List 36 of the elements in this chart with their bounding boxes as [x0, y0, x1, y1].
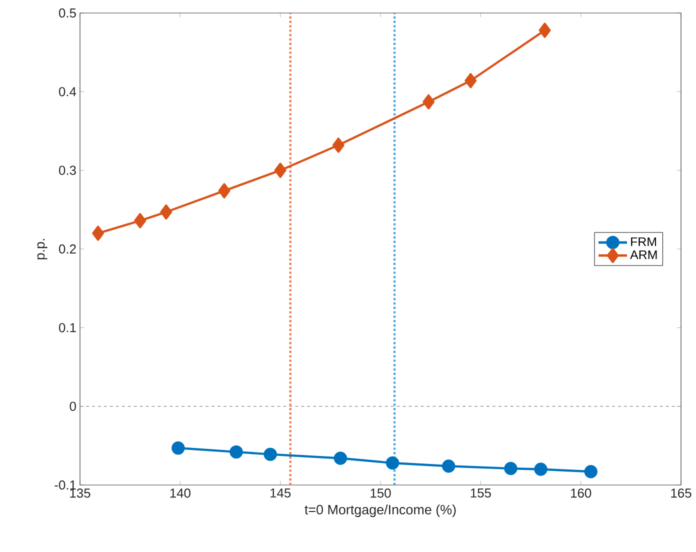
x-tick-label: 135	[70, 488, 90, 498]
point	[534, 462, 548, 476]
point	[538, 22, 551, 38]
y-tick-label: -0.1	[54, 480, 76, 490]
y-tick-label: 0.3	[58, 166, 76, 175]
y-tick-label: 0.2	[58, 244, 76, 254]
point	[332, 138, 344, 153]
point	[584, 465, 598, 478]
legend-label: FRM	[631, 237, 656, 246]
y-tick-label: 0.1	[58, 323, 76, 332]
point	[334, 452, 348, 465]
y-tick-label: 0	[70, 402, 76, 411]
point	[422, 94, 435, 110]
point	[464, 73, 477, 88]
point	[504, 462, 518, 476]
y-tick-label: 0.5	[58, 8, 76, 18]
x-tick-label: 140	[170, 488, 190, 498]
x-tick-label: 145	[270, 488, 291, 498]
point	[386, 456, 400, 470]
x-tick-label: 165	[671, 488, 692, 498]
point	[218, 183, 230, 198]
point	[134, 213, 146, 228]
point	[264, 448, 277, 461]
x-tick-label: 150	[370, 488, 391, 498]
x-tick-label: 160	[571, 488, 592, 498]
y-tick-label: 0.4	[58, 87, 76, 96]
legend-label: ARM	[630, 250, 657, 260]
point	[172, 441, 185, 455]
x-axis-title: t=0 Mortgage/Income (%)	[304, 504, 456, 518]
point	[274, 162, 286, 178]
point	[160, 204, 172, 220]
point	[442, 460, 456, 473]
point	[230, 445, 243, 459]
x-tick-label: 155	[470, 488, 491, 498]
y-axis-title: p.p.	[37, 239, 48, 260]
point	[92, 226, 104, 241]
